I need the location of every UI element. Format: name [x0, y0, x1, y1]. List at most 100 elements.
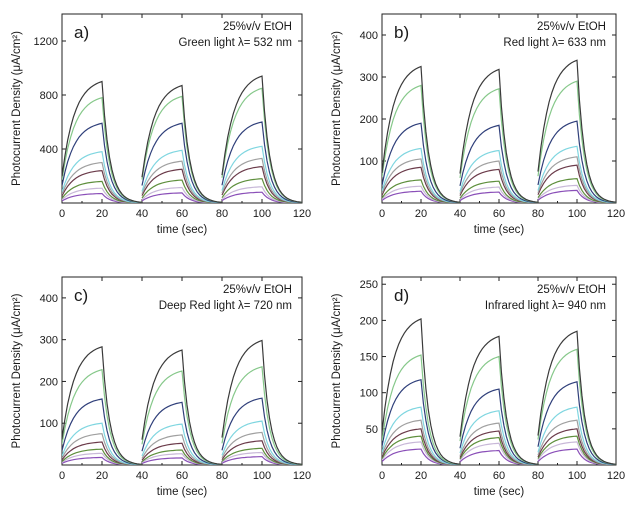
x-tick-label: 40 [136, 470, 148, 482]
series-3-cycle-1-line [62, 151, 143, 203]
x-tick-label: 20 [415, 470, 427, 482]
series-0-cycle-1-line [382, 65, 461, 203]
y-axis-title: Photocurrent Density (μA/cm²) [331, 31, 343, 186]
y-tick-label: 50 [366, 424, 378, 436]
series-4-cycle-2-line [141, 160, 223, 203]
series-2-cycle-3-line [221, 397, 302, 465]
y-tick-label: 150 [360, 352, 378, 364]
y-tick-label: 1200 [34, 36, 58, 48]
series-3-cycle-1-line [382, 147, 461, 203]
series-0-cycle-3-line [537, 330, 616, 465]
chart-panel-c: 0 20 40 60 80 100 120 100 200 300 400 time (sec) Pho… [11, 276, 311, 498]
x-tick-label: 80 [532, 208, 544, 220]
x-axis-title: time (sec) [157, 486, 208, 498]
series-5-cycle-2-line [459, 168, 539, 203]
traces [62, 75, 302, 203]
electrolyte-annotation: 25%v/v EtOH [223, 21, 292, 33]
electrolyte-annotation: 25%v/v EtOH [537, 284, 606, 296]
y-tick-label: 250 [360, 279, 378, 291]
wavelength-annotation: Deep Red light λ= 720 nm [159, 300, 292, 312]
x-tick-label: 120 [293, 470, 311, 482]
chart-panel-a: 0 20 40 60 80 100 120 400 800 1200 time (sec) Photo… [11, 13, 311, 236]
series-2-cycle-1-line [62, 122, 143, 203]
series-2-cycle-2-line [459, 388, 539, 465]
series-2-cycle-2-line [141, 122, 223, 203]
series-4-cycle-3-line [221, 157, 302, 203]
x-tick-label: 120 [607, 470, 625, 482]
x-tick-label: 80 [216, 208, 228, 220]
series-3-cycle-1-line [62, 422, 143, 465]
series-0-cycle-2-line [141, 84, 223, 203]
series-2-cycle-3-line [537, 120, 616, 203]
x-tick-label: 0 [379, 208, 385, 220]
series-0-cycle-3-line [537, 59, 616, 203]
series-1-cycle-1-line [62, 96, 143, 203]
x-tick-label: 20 [96, 208, 108, 220]
series-0-cycle-2-line [141, 349, 223, 465]
series-0-cycle-1-line [382, 317, 461, 465]
wavelength-annotation: Infrared light λ= 940 nm [485, 300, 606, 312]
traces [62, 339, 302, 465]
series-5-cycle-1-line [62, 169, 142, 203]
y-tick-label: 400 [40, 293, 58, 305]
wavelength-annotation: Red light λ= 633 nm [503, 37, 606, 49]
x-axis-title: time (sec) [474, 486, 525, 498]
series-0-cycle-1-line [62, 345, 143, 465]
y-tick-label: 100 [360, 156, 378, 168]
electrolyte-annotation: 25%v/v EtOH [537, 21, 606, 33]
chart-panel-d: 0 20 40 60 80 100 120 50 100 150 200 250 time (sec) P… [331, 276, 625, 498]
series-6-cycle-3-line [537, 435, 616, 465]
panel-label: b) [394, 23, 409, 42]
x-tick-label: 0 [59, 470, 65, 482]
chart-panel-b: 0 20 40 60 80 100 120 100 200 300 400 time (sec) Pho… [331, 13, 625, 236]
series-3-cycle-3-line [221, 420, 302, 465]
x-tick-label: 60 [493, 470, 505, 482]
x-tick-label: 120 [607, 208, 625, 220]
series-2-cycle-2-line [459, 124, 539, 203]
series-0-cycle-2-line [459, 68, 539, 203]
series-2-cycle-3-line [221, 121, 302, 203]
x-tick-label: 120 [293, 208, 311, 220]
series-5-cycle-2-line [459, 430, 539, 465]
x-tick-label: 100 [253, 208, 271, 220]
traces [382, 59, 616, 203]
series-3-cycle-2-line [141, 149, 223, 203]
series-1-cycle-1-line [382, 354, 461, 465]
electrolyte-annotation: 25%v/v EtOH [223, 284, 292, 296]
x-tick-label: 40 [454, 470, 466, 482]
series-5-cycle-3-line [221, 165, 302, 203]
x-tick-label: 100 [568, 470, 586, 482]
x-tick-label: 100 [568, 208, 586, 220]
series-2-cycle-2-line [141, 401, 223, 465]
y-tick-label: 300 [360, 72, 378, 84]
panel-label: d) [394, 286, 409, 305]
series-0-cycle-3-line [221, 339, 302, 465]
x-tick-label: 100 [253, 470, 271, 482]
series-3-cycle-1-line [382, 406, 461, 465]
x-tick-label: 20 [415, 208, 427, 220]
x-tick-label: 40 [136, 208, 148, 220]
y-tick-label: 200 [360, 114, 378, 126]
series-3-cycle-2-line [459, 149, 539, 203]
x-tick-label: 60 [176, 470, 188, 482]
series-5-cycle-1-line [382, 428, 461, 465]
series-2-cycle-1-line [382, 122, 461, 203]
x-tick-label: 60 [493, 208, 505, 220]
y-tick-label: 400 [40, 144, 58, 156]
y-tick-label: 100 [40, 418, 58, 430]
x-tick-label: 0 [379, 470, 385, 482]
series-5-cycle-3-line [537, 428, 616, 465]
x-tick-label: 40 [454, 208, 466, 220]
series-3-cycle-3-line [221, 145, 302, 203]
series-1-cycle-3-line [221, 366, 302, 465]
wavelength-annotation: Green light λ= 532 nm [179, 37, 292, 49]
series-3-cycle-3-line [537, 406, 616, 465]
series-5-cycle-1-line [382, 166, 461, 203]
traces [382, 317, 616, 465]
x-tick-label: 20 [96, 470, 108, 482]
panel-label: a) [74, 23, 89, 42]
x-axis-title: time (sec) [157, 224, 208, 236]
series-0-cycle-2-line [459, 335, 539, 465]
